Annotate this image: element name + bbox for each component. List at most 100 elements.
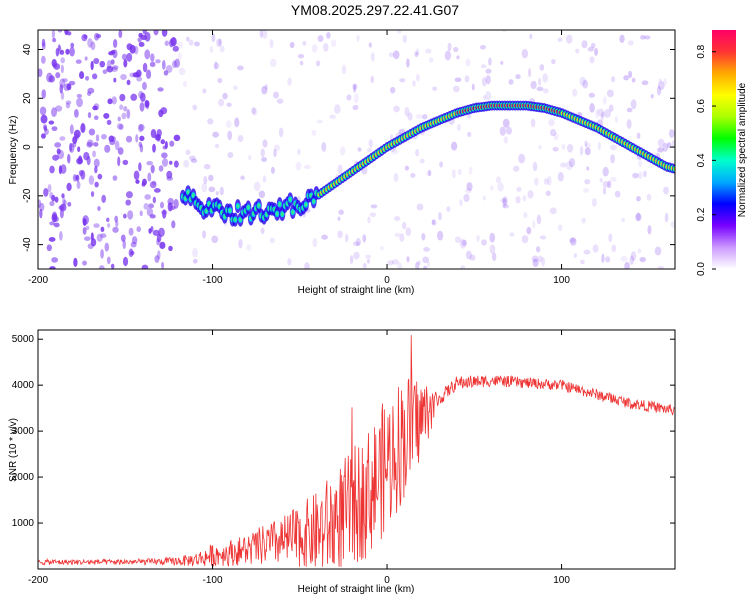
spectrogram-noise-blob [59, 49, 65, 55]
colorbar-gradient [712, 30, 736, 269]
spectrogram-noise-blob [82, 260, 87, 266]
spectrogram-noise-blob [48, 236, 56, 242]
spectrogram-noise-blob [82, 218, 87, 226]
spectrogram-noise-blob [113, 77, 117, 83]
spectrogram-noise-blob [152, 196, 157, 204]
spectrogram-noise-blob [623, 75, 630, 81]
spectrogram-noise-blob [515, 74, 521, 80]
spectrogram-noise-blob [299, 60, 304, 66]
spectrogram-noise-blob [51, 126, 58, 132]
ridge-core [207, 202, 211, 206]
spectrogram-noise-blob [297, 53, 305, 59]
spectrogram-noise-blob [444, 50, 452, 61]
spectrogram-noise-blob [55, 47, 60, 57]
spectrogram-noise-blob [142, 178, 147, 186]
spectrogram-noise-blob [78, 169, 84, 176]
spectrogram-noise-blob [388, 52, 394, 58]
spectrogram-noise-blob [405, 227, 412, 237]
spectrogram-noise-blob [161, 158, 169, 167]
spectrogram-noise-blob [370, 75, 374, 84]
spectrogram-noise-blob [604, 109, 612, 118]
spectrogram-noise-blob [157, 87, 164, 92]
spectrogram-noise-blob [94, 181, 99, 188]
spectrogram-noise-blob [75, 59, 82, 64]
spectrogram-noise-blob [426, 261, 431, 268]
ridge-core [236, 204, 240, 208]
snr-ticks: -200 -100 0 100 1000 2000 3000 4000 5000 [12, 330, 675, 586]
spectrogram-noise-blob [101, 194, 107, 203]
spectrogram-noise-blob [532, 220, 536, 229]
spectrogram-noise-blob [502, 196, 508, 206]
spectrogram-noise-blob [391, 259, 399, 265]
spectrogram-noise-blob [629, 255, 634, 265]
spectrogram-noise-blob [428, 169, 432, 177]
spectrogram-noise-blob [362, 262, 367, 269]
spectrogram-noise-blob [237, 135, 244, 143]
y-tick-label: -20 [22, 188, 33, 203]
spectrogram-noise-blob [589, 56, 595, 64]
spectrogram-noise-blob [581, 40, 588, 49]
spectrogram-noise-blob [161, 59, 166, 70]
spectrogram-noise-blob [49, 165, 55, 174]
spectrogram-noise-blob [565, 34, 573, 44]
spectrogram-noise-blob [334, 104, 341, 114]
spectrogram-noise-blob [656, 85, 662, 96]
spectrogram-noise-blob [668, 128, 675, 138]
spectrogram-noise-blob [94, 32, 100, 41]
spectrogram-noise-blob [439, 161, 444, 168]
y-tick-label: 3000 [12, 426, 35, 437]
spectrogram-noise-blob [174, 58, 180, 68]
spectrogram-noise-blob [73, 108, 79, 118]
spectrogram-noise-blob [83, 236, 91, 241]
spectrogram-noise-blob [389, 86, 396, 94]
spectrogram-noise-blob [402, 34, 408, 44]
spectrogram-noise-blob [397, 262, 403, 269]
spectrogram-noise-blob [150, 53, 155, 62]
spectrogram-noise-blob [55, 72, 61, 79]
spectrogram-noise-blob [216, 38, 222, 48]
spectrogram-noise-blob [425, 48, 432, 54]
snr-panel: -200 -100 0 100 1000 2000 3000 4000 5000 Height … [8, 329, 676, 595]
spectrogram-noise-blob [481, 239, 487, 246]
ridge-core [239, 217, 242, 222]
spectrogram-noise-blob [595, 109, 599, 119]
spectrogram-noise-blob [158, 165, 164, 172]
spectrogram-noise-blob [614, 116, 619, 123]
spectrogram-noise-blob [630, 251, 637, 261]
spectrogram-noise-blob [65, 102, 71, 109]
spectrogram-noise-blob [423, 247, 430, 252]
spectrogram-noise-blob [591, 197, 597, 207]
spectrogram-noise-blob [417, 260, 421, 266]
spectrogram-noise-blob [126, 109, 131, 119]
spectrogram-noise-blob [107, 223, 111, 228]
spectrogram-noise-blob [55, 105, 63, 112]
spectrogram-noise-blob [431, 219, 436, 225]
spectrogram-noise-blob [512, 165, 520, 172]
spectrogram-noise-blob [158, 109, 164, 118]
spectrogram-noise-blob [128, 227, 134, 236]
spectrogram-noise-blob [138, 90, 144, 99]
spectrogram-noise-blob [169, 160, 173, 165]
spectrogram-noise-blob [87, 243, 94, 250]
spectrogram-noise-blob [295, 161, 302, 171]
spectrogram-noise-blob [312, 237, 318, 248]
spectrogram-noise-blob [138, 162, 142, 172]
spectrogram-noise-blob [211, 33, 216, 42]
spectrogram-noise-blob [436, 230, 444, 241]
spectrogram-noise-blob [46, 72, 53, 83]
spectrogram-noise-blob [149, 181, 157, 189]
spectrogram-noise-blob [246, 244, 252, 251]
spectrogram-noise-blob [356, 34, 360, 42]
spectrogram-noise-blob [619, 34, 625, 43]
spectrogram-noise-blob [391, 149, 399, 155]
spectrogram-noise-blob [579, 76, 587, 86]
spectrogram-noise-blob [315, 60, 321, 67]
spectrogram-noise-blob [222, 92, 228, 100]
spectrogram-noise-blob [380, 245, 384, 251]
spectrogram-noise-blob [489, 185, 494, 191]
spectrogram-noise-blob [102, 69, 108, 74]
spectrogram-noise-blob [146, 160, 154, 166]
spectrogram-noise-blob [69, 124, 74, 135]
